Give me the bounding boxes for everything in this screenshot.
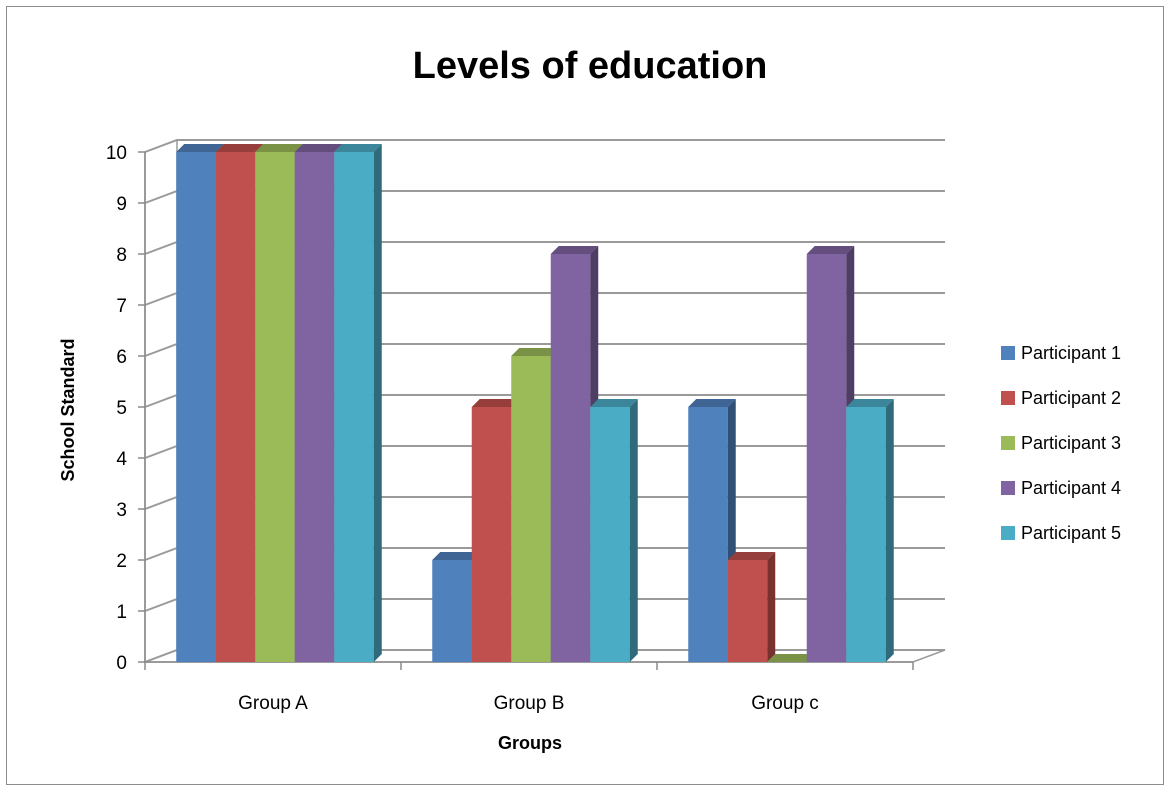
y-tick-label: 8	[116, 245, 127, 266]
y-tick-label: 0	[116, 653, 127, 674]
legend-item: Participant 1	[1001, 343, 1121, 363]
bar-side	[767, 552, 776, 662]
y-tick-label: 3	[116, 500, 127, 521]
bar	[767, 654, 815, 662]
legend-swatch	[1001, 346, 1015, 360]
bar-front	[471, 407, 512, 662]
bar-top	[688, 399, 736, 407]
bar-top	[511, 348, 559, 356]
chart-title: Levels of education	[413, 45, 768, 87]
bar-top	[590, 399, 638, 407]
bar	[550, 246, 599, 662]
legend-label: Participant 4	[1021, 478, 1121, 498]
y-tick-label: 9	[116, 194, 127, 215]
x-tick-label: Group A	[238, 693, 308, 714]
bar-front	[727, 560, 768, 662]
legend-item: Participant 5	[1001, 523, 1121, 543]
bar-top	[294, 144, 343, 152]
legend-item: Participant 4	[1001, 478, 1121, 498]
bar-front	[334, 152, 374, 662]
legend-label: Participant 2	[1021, 388, 1121, 408]
bar-front	[432, 560, 472, 662]
bar-front	[590, 407, 630, 662]
x-tick-label: Group c	[751, 693, 819, 714]
bar-front	[294, 152, 335, 662]
legend-label: Participant 3	[1021, 433, 1121, 453]
gridline	[144, 139, 945, 153]
bar-side	[373, 144, 382, 662]
bar-top	[334, 144, 382, 152]
bar-top	[255, 144, 303, 152]
legend-swatch	[1001, 481, 1015, 495]
x-tick-label: Group B	[494, 693, 565, 714]
bar	[727, 552, 776, 662]
legend-swatch	[1001, 391, 1015, 405]
legend-item: Participant 2	[1001, 388, 1121, 408]
y-tick-label: 4	[116, 449, 127, 470]
bar-top	[471, 399, 520, 407]
bar-top	[176, 144, 224, 152]
bar	[590, 399, 638, 662]
y-tick-label: 5	[116, 398, 127, 419]
bar-top	[550, 246, 599, 254]
bar-front	[688, 407, 728, 662]
bar-side	[629, 399, 638, 662]
x-axis-title: Groups	[498, 733, 562, 753]
legend-item: Participant 3	[1001, 433, 1121, 453]
bar-top	[727, 552, 776, 560]
bar-top	[767, 654, 815, 662]
y-tick-label: 2	[116, 551, 127, 572]
legend-swatch	[1001, 526, 1015, 540]
bar-front	[511, 356, 551, 662]
bar-front	[215, 152, 256, 662]
bar-front	[550, 254, 591, 662]
bars	[176, 144, 894, 662]
bar-front	[846, 407, 886, 662]
bar-front	[806, 254, 847, 662]
legend-swatch	[1001, 436, 1015, 450]
bar-top	[846, 399, 894, 407]
legend: Participant 1 Participant 2 Participant 3 P…	[1001, 343, 1121, 543]
bar-front	[176, 152, 216, 662]
bar-side	[885, 399, 894, 662]
bar	[334, 144, 382, 662]
y-tick-label: 6	[116, 347, 127, 368]
bar	[846, 399, 894, 662]
y-tick-label: 10	[106, 143, 127, 164]
y-axis-title: School Standard	[58, 338, 78, 481]
bar-top	[432, 552, 480, 560]
bar-front	[255, 152, 295, 662]
legend-label: Participant 1	[1021, 343, 1121, 363]
y-tick-label: 7	[116, 296, 127, 317]
bar-top	[806, 246, 855, 254]
legend-label: Participant 5	[1021, 523, 1121, 543]
y-tick-label: 1	[116, 602, 127, 623]
plot-area: 0 1 2 3 4 5 6 7 8 9 10 Group A Group B Group c	[106, 138, 946, 714]
bar-top	[215, 144, 264, 152]
